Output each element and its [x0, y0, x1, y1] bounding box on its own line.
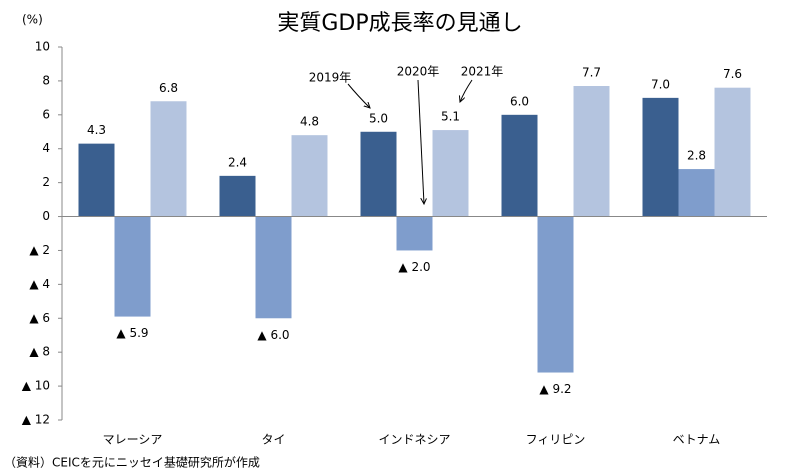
- y-unit: (%): [22, 13, 43, 27]
- bar: [114, 216, 151, 317]
- value-label: 2.4: [228, 155, 247, 169]
- chart-title: 実質GDP成長率の見通し: [277, 11, 522, 36]
- bar: [360, 131, 397, 217]
- legend-label: 2020年: [397, 65, 440, 79]
- value-label: 5.1: [441, 110, 460, 124]
- value-label: 7.0: [651, 77, 670, 91]
- y-tick-label: 6: [42, 107, 50, 121]
- value-label: 4.3: [87, 123, 106, 137]
- bar: [255, 216, 292, 319]
- bar: [678, 169, 715, 217]
- legend-arrow: [347, 83, 370, 108]
- x-tick-label: ベトナム: [673, 433, 721, 447]
- value-label: 7.6: [723, 67, 742, 81]
- value-label: 4.8: [300, 115, 319, 129]
- y-tick-label: 10: [35, 40, 50, 54]
- bar: [291, 135, 328, 217]
- legend-arrow: [417, 79, 424, 204]
- x-tick-label: フィリピン: [526, 433, 586, 447]
- legend-arrow: [460, 79, 473, 102]
- x-tick-label: マレーシア: [103, 433, 163, 447]
- source-note: （資料）CEICを元にニッセイ基礎研究所が作成: [4, 455, 260, 470]
- value-label: ▲ 5.9: [116, 326, 148, 340]
- y-tick-label: 8: [42, 73, 50, 87]
- value-label: 6.8: [159, 81, 178, 95]
- y-tick-label: ▲ 4: [29, 277, 50, 291]
- bar: [501, 114, 538, 217]
- bar: [573, 85, 610, 217]
- x-tick-label: インドネシア: [378, 433, 450, 447]
- value-label: 5.0: [369, 111, 388, 125]
- legend-label: 2021年: [461, 65, 504, 79]
- y-tick-label: ▲ 12: [22, 413, 50, 427]
- y-tick-label: 2: [42, 175, 50, 189]
- bar: [78, 143, 115, 217]
- value-label: 2.8: [687, 149, 706, 163]
- y-tick-label: 0: [42, 209, 50, 223]
- y-tick-label: ▲ 8: [29, 345, 50, 359]
- bar: [714, 87, 751, 217]
- bar: [219, 175, 256, 217]
- bar: [432, 130, 469, 217]
- bar: [537, 216, 574, 373]
- legend-label: 2019年: [309, 71, 352, 85]
- bar: [396, 216, 433, 251]
- bar: [150, 101, 187, 217]
- y-tick-label: ▲ 2: [29, 243, 50, 257]
- value-label: 6.0: [510, 94, 529, 108]
- value-label: 7.7: [582, 65, 601, 79]
- y-tick-label: ▲ 6: [29, 311, 50, 325]
- y-tick-label: 4: [42, 141, 50, 155]
- y-tick-label: ▲ 10: [22, 379, 50, 393]
- value-label: ▲ 2.0: [398, 260, 430, 274]
- value-label: ▲ 6.0: [257, 328, 289, 342]
- value-label: ▲ 9.2: [539, 382, 571, 396]
- bar: [642, 97, 679, 217]
- x-tick-label: タイ: [261, 433, 285, 447]
